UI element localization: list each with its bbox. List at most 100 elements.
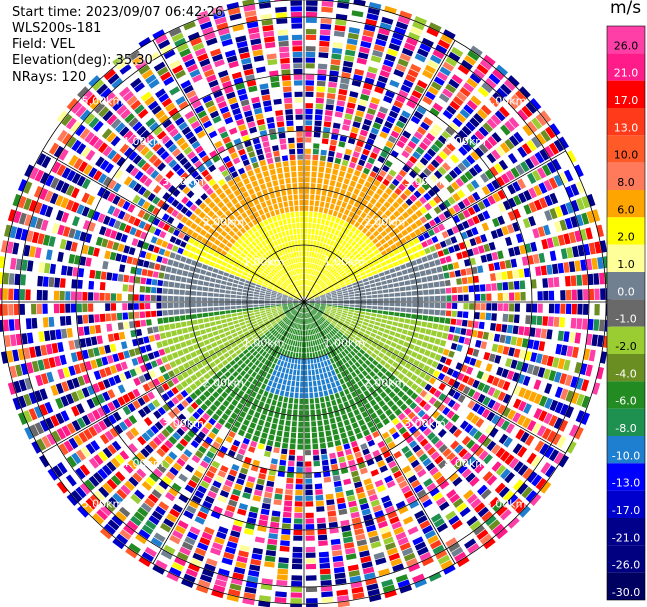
range-gate <box>360 295 366 299</box>
range-gate <box>355 183 363 190</box>
range-gate <box>348 291 354 295</box>
range-gate <box>510 359 518 369</box>
range-gate <box>553 371 562 383</box>
range-gate <box>234 356 241 363</box>
range-gate <box>272 322 278 327</box>
range-gate <box>508 281 514 290</box>
range-gate <box>467 206 476 216</box>
range-gate <box>354 221 361 228</box>
range-gate <box>37 359 45 371</box>
range-gate <box>306 0 318 6</box>
range-gate <box>109 230 118 239</box>
range-gate <box>48 142 60 155</box>
range-gate <box>311 269 315 275</box>
range-gate <box>70 352 78 363</box>
range-gate <box>388 413 397 421</box>
range-gate <box>407 454 417 464</box>
range-gate <box>482 198 491 208</box>
range-gate <box>378 197 386 204</box>
range-gate <box>81 178 91 190</box>
range-gate <box>376 484 386 493</box>
range-gate <box>461 468 472 479</box>
range-gate <box>68 365 76 376</box>
range-gate <box>335 380 341 387</box>
range-gate <box>430 143 440 153</box>
range-gate <box>213 297 219 302</box>
range-gate <box>392 32 405 41</box>
range-gate <box>24 377 33 390</box>
range-gate <box>45 249 53 261</box>
range-gate <box>415 219 423 227</box>
range-gate <box>248 328 255 333</box>
range-gate <box>450 154 460 164</box>
range-gate <box>191 231 199 239</box>
range-gate <box>348 309 354 313</box>
range-gate <box>293 298 299 301</box>
range-gate <box>318 266 322 272</box>
range-gate <box>330 311 336 314</box>
range-gate <box>469 257 476 266</box>
range-gate <box>126 520 139 531</box>
range-gate <box>306 257 309 263</box>
range-gate <box>430 513 442 523</box>
range-gate <box>324 354 329 360</box>
range-gate <box>276 304 282 307</box>
range-gate <box>462 142 472 153</box>
range-gate <box>331 469 340 476</box>
range-gate <box>313 212 318 218</box>
range-gate <box>512 372 520 382</box>
range-gate <box>451 74 463 85</box>
range-gate <box>344 266 350 272</box>
range-gate <box>355 325 361 330</box>
range-gate <box>477 86 489 98</box>
range-gate <box>62 226 71 237</box>
range-gate <box>211 326 218 332</box>
range-gate <box>326 162 333 168</box>
range-gate <box>477 382 486 392</box>
range-gate <box>351 175 359 182</box>
range-gate <box>281 384 286 391</box>
range-gate <box>304 433 311 439</box>
range-gate <box>360 242 367 249</box>
range-gate <box>518 268 525 278</box>
range-gate <box>334 316 340 320</box>
range-gate <box>291 357 295 364</box>
range-gate <box>393 316 399 322</box>
range-gate <box>214 316 221 321</box>
range-gate <box>394 292 401 297</box>
range-gate <box>162 223 171 232</box>
range-gate <box>323 287 329 291</box>
range-gate <box>473 68 485 80</box>
range-gate <box>358 283 364 287</box>
range-gate <box>271 309 277 313</box>
range-gate <box>280 314 286 319</box>
range-gate <box>356 57 368 65</box>
range-gate <box>508 135 520 147</box>
range-gate <box>413 464 424 473</box>
range-gate <box>518 400 527 412</box>
range-gate <box>359 259 366 265</box>
range-gate <box>163 250 171 257</box>
range-gate <box>488 241 496 251</box>
range-gate <box>269 463 277 471</box>
range-gate <box>267 538 278 545</box>
range-gate <box>264 298 270 300</box>
range-gate <box>319 281 324 286</box>
range-gate <box>259 348 265 355</box>
range-gate <box>195 584 209 594</box>
range-gate <box>437 347 445 354</box>
range-gate <box>332 555 344 562</box>
range-gate <box>445 255 452 263</box>
range-gate <box>331 293 337 296</box>
range-gate <box>161 257 169 265</box>
range-gate <box>73 434 84 446</box>
range-gate <box>347 314 353 318</box>
range-gate <box>477 212 486 222</box>
range-gate <box>361 324 368 330</box>
range-gate <box>221 359 229 366</box>
range-gate <box>351 226 357 233</box>
range-gate <box>384 590 397 599</box>
range-gate <box>156 303 162 309</box>
range-gate <box>444 173 454 183</box>
